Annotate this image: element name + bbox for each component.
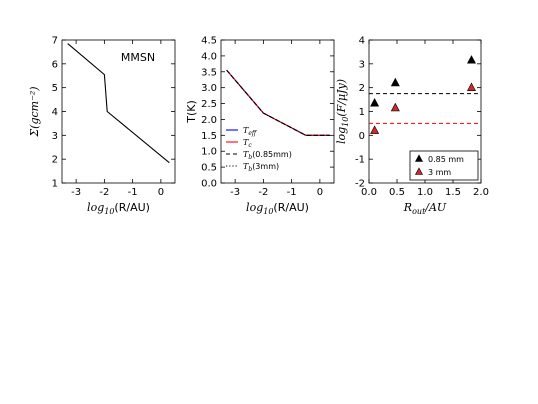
axes-frame bbox=[61, 39, 176, 184]
y-tick-label: 3.0 bbox=[201, 83, 217, 94]
x-tick-label: -1 bbox=[287, 187, 297, 198]
panel-temperature: -3 -2 -1 0 0.0 0.5 1.0 1.5 2.0 2.5 3.0 3.5 4.0 4.5 log… bbox=[185, 36, 335, 216]
x-tick-label: 0.0 bbox=[361, 187, 377, 198]
legend-label: Tb(3mm) bbox=[243, 162, 279, 173]
x-tick-label: 1.5 bbox=[445, 187, 461, 198]
y-tick-label: 4 bbox=[359, 36, 365, 47]
y-tick-label: 6 bbox=[52, 59, 58, 70]
x-axis-label: Rout/AU bbox=[403, 201, 447, 216]
x-tick-label: -2 bbox=[258, 187, 268, 198]
x-tick-label: -3 bbox=[71, 187, 81, 198]
y-axis-label: Σ(gcm⁻²) bbox=[28, 86, 41, 137]
x-tick-label: -3 bbox=[230, 187, 240, 198]
legend-label: Tc bbox=[243, 138, 252, 149]
y-tick-label: 0.0 bbox=[201, 179, 217, 190]
y-tick-label: 3.5 bbox=[201, 67, 217, 78]
y-tick-label: 2 bbox=[359, 83, 365, 94]
y-tick-label: 3 bbox=[359, 59, 365, 70]
y-tick-label: 1.0 bbox=[201, 147, 217, 158]
y-axis-label: log10(F/μJy) bbox=[335, 79, 350, 144]
x-tick-label: -1 bbox=[128, 187, 138, 198]
x-tick-label: 0 bbox=[158, 187, 164, 198]
y-tick-label: 0.5 bbox=[201, 163, 217, 174]
y-tick-label: 4.5 bbox=[201, 36, 217, 47]
y-tick-label: 3 bbox=[52, 131, 58, 142]
y-tick-label: 4 bbox=[52, 107, 58, 118]
y-tick-label: -1 bbox=[355, 155, 365, 166]
y-tick-label: 2.0 bbox=[201, 115, 217, 126]
legend-box bbox=[409, 150, 479, 181]
data-point-triangle bbox=[466, 55, 476, 64]
panel-label: MMSN bbox=[121, 51, 155, 64]
y-tick-label: -2 bbox=[355, 179, 365, 190]
x-axis-label: log10(R/AU) bbox=[246, 201, 309, 216]
series-line bbox=[67, 43, 170, 164]
data-point-triangle bbox=[466, 82, 476, 91]
y-tick-label: 2 bbox=[52, 155, 58, 166]
legend-label: 3 mm bbox=[428, 168, 451, 177]
legend-marker bbox=[414, 154, 424, 162]
legend-label: Tb(0.85mm) bbox=[243, 150, 292, 161]
y-tick-label: 2.5 bbox=[201, 99, 217, 110]
data-point-triangle bbox=[370, 98, 380, 107]
y-tick-label: 5 bbox=[52, 83, 58, 94]
series-line bbox=[226, 69, 330, 136]
x-tick-label: 0 bbox=[317, 187, 323, 198]
x-tick-label: 1.0 bbox=[417, 187, 433, 198]
y-tick-label: 7 bbox=[52, 36, 58, 47]
x-tick-label: -2 bbox=[99, 187, 109, 198]
data-point-triangle bbox=[370, 125, 380, 134]
panel-surface-density: -3 -2 -1 0 1 2 3 4 5 6 7 log10(R/AU) Σ(gcm⁻²) MMSN bbox=[28, 36, 176, 216]
data-point-triangle bbox=[390, 77, 400, 87]
y-tick-label: 0 bbox=[359, 131, 365, 142]
panel-flux: 0.0 0.5 1.0 1.5 2.0 -2 -1 0 1 2 3 4 Rout/AU log10(F/μ… bbox=[335, 36, 489, 217]
y-axis-label: T(K) bbox=[185, 100, 198, 124]
legend-marker bbox=[414, 167, 424, 175]
x-tick-label: 0.5 bbox=[389, 187, 405, 198]
y-tick-label: 4.0 bbox=[201, 51, 217, 62]
legend-label: 0.85 mm bbox=[428, 155, 464, 164]
y-tick-label: 1.5 bbox=[201, 131, 217, 142]
axes-frame bbox=[220, 39, 335, 184]
y-tick-label: 1 bbox=[359, 107, 365, 118]
legend-label: Teff bbox=[243, 126, 258, 137]
x-axis-label: log10(R/AU) bbox=[87, 201, 150, 216]
y-tick-label: 1 bbox=[52, 179, 58, 190]
x-tick-label: 2.0 bbox=[473, 187, 489, 198]
data-point-triangle bbox=[390, 102, 400, 112]
